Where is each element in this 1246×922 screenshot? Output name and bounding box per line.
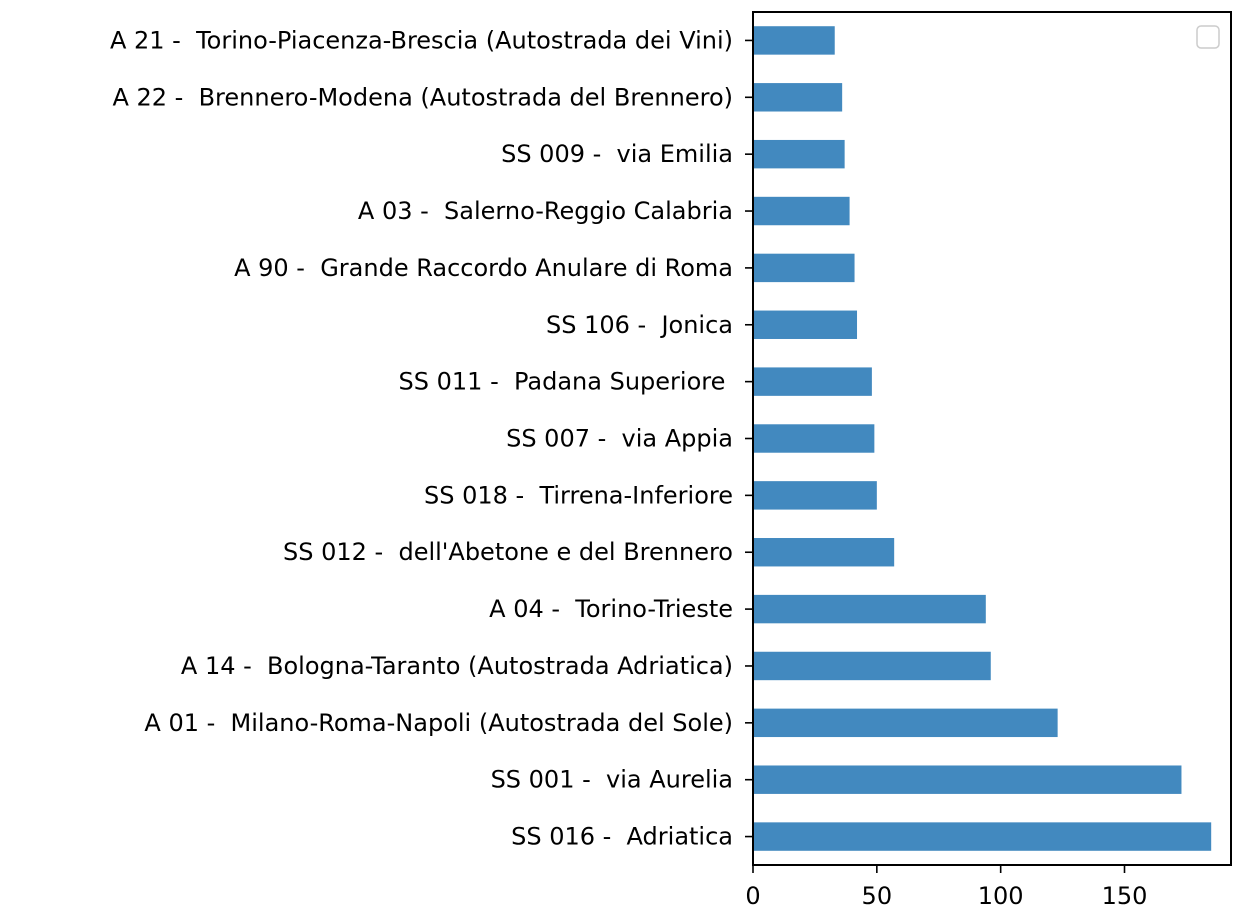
bars-group (753, 26, 1212, 851)
y-tick-label: A 01 - Milano-Roma-Napoli (Autostrada de… (144, 709, 733, 737)
bar-4 (753, 253, 855, 283)
bar-6 (753, 367, 872, 396)
bar-14 (753, 822, 1212, 851)
x-tick-label: 150 (1102, 882, 1148, 910)
bar-5 (753, 310, 858, 339)
bar-0 (753, 26, 835, 55)
y-tick-label: SS 001 - via Aurelia (491, 766, 733, 794)
y-tick-label: SS 012 - dell'Abetone e del Brennero (283, 538, 733, 566)
bar-9 (753, 538, 895, 567)
y-tick-label: A 14 - Bologna-Taranto (Autostrada Adria… (181, 652, 733, 680)
y-tick-label: A 03 - Salerno-Reggio Calabria (358, 197, 733, 225)
y-tick-label: SS 011 - Padana Superiore (399, 368, 733, 396)
bar-12 (753, 708, 1058, 738)
y-tick-label: A 22 - Brennero-Modena (Autostrada del B… (112, 83, 733, 111)
bar-10 (753, 594, 986, 624)
bar-11 (753, 651, 991, 681)
x-tick-label: 50 (862, 882, 893, 910)
y-tick-label: A 90 - Grande Raccordo Anulare di Roma (234, 254, 733, 282)
x-ticks: 0 50 100 150 (745, 865, 1147, 910)
y-tick-label: SS 009 - via Emilia (501, 140, 733, 168)
plot-frame (752, 11, 1232, 866)
legend-box (1196, 25, 1220, 49)
y-tick-label: SS 018 - Tirrena-Inferiore (424, 481, 733, 509)
bar-7 (753, 424, 875, 453)
bar-8 (753, 481, 877, 510)
x-tick-label: 0 (745, 882, 760, 910)
y-tick-label: A 21 - Torino-Piacenza-Brescia (Autostra… (110, 26, 733, 54)
y-tick-label: A 04 - Torino-Trieste (489, 595, 733, 623)
bar-2 (753, 139, 845, 169)
y-tick-label: SS 106 - Jonica (546, 311, 733, 339)
y-tick-label: SS 007 - via Appia (506, 425, 733, 453)
x-tick-label: 100 (978, 882, 1024, 910)
y-tick-label: SS 016 - Adriatica (511, 823, 733, 851)
y-tick-labels: A 21 - Torino-Piacenza-Brescia (Autostra… (110, 26, 753, 851)
bar-13 (753, 765, 1182, 794)
bar-3 (753, 196, 850, 226)
bar-1 (753, 83, 843, 112)
